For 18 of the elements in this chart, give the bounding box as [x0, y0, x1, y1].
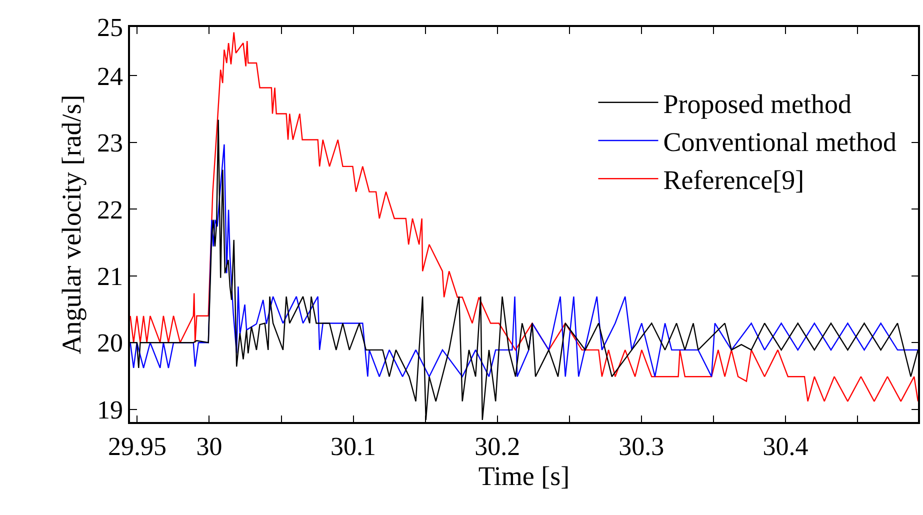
y-tick-label: 24 — [97, 62, 124, 91]
y-tick-label: 25 — [97, 13, 124, 42]
x-tick-label: 30.4 — [762, 432, 808, 461]
y-tick-label: 22 — [97, 195, 124, 224]
legend-label: Conventional method — [663, 127, 897, 158]
x-tick-label: 30.3 — [618, 432, 664, 461]
x-tick-label: 30.1 — [330, 432, 376, 461]
x-tick-label: 29.95 — [108, 432, 166, 461]
x-tick-label: 30.2 — [474, 432, 520, 461]
x-tick-label: 30 — [196, 432, 222, 461]
y-tick-label: 19 — [97, 395, 124, 424]
legend-label: Proposed method — [663, 88, 852, 119]
y-tick-label: 20 — [97, 328, 124, 358]
y-tick-label: 21 — [97, 262, 124, 291]
y-axis-title: Angular velocity [rad/s] — [56, 94, 87, 354]
y-tick-label: 23 — [97, 128, 124, 158]
legend-label: Reference[9] — [663, 165, 804, 196]
x-axis-title: Time [s] — [478, 460, 570, 491]
